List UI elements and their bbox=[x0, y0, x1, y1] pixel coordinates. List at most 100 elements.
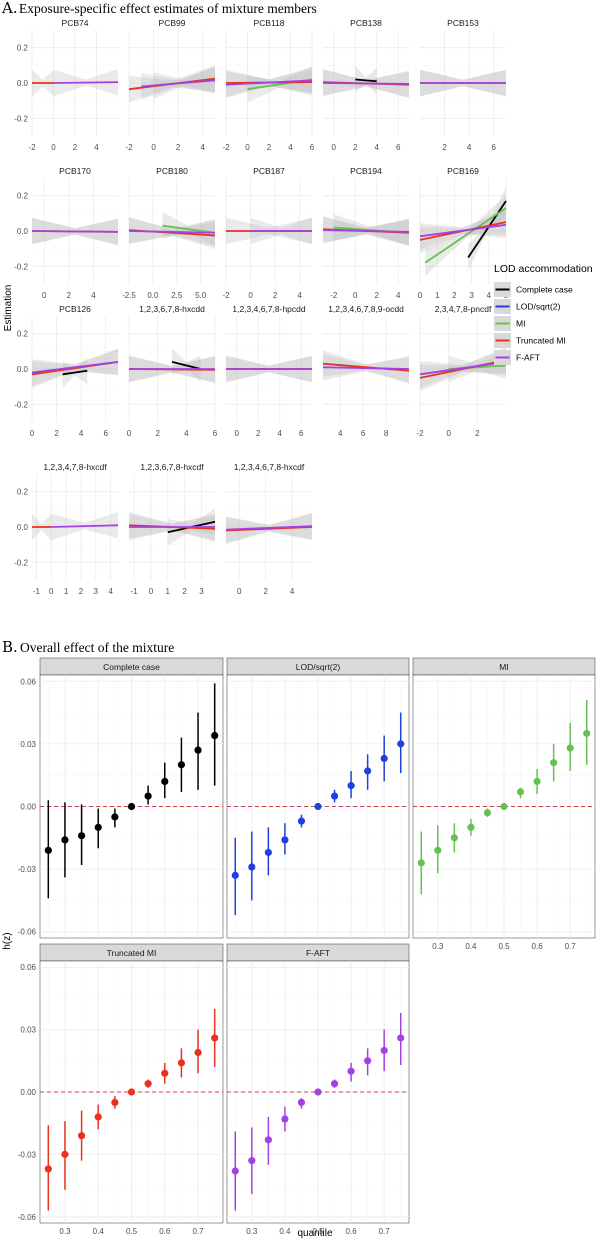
x-tick-label: 6 bbox=[213, 429, 218, 438]
x-tick-label: 1 bbox=[435, 291, 440, 300]
data-point bbox=[550, 759, 558, 767]
data-point bbox=[297, 817, 306, 825]
pointrange bbox=[231, 837, 239, 916]
panel-title: PCB74 bbox=[62, 18, 89, 28]
panel-1-2-3-6-7-8-hxcdd: 1,2,3,6,7,8-hxcdd 0 2 4 6 bbox=[127, 304, 218, 438]
section-b-heading: B. Overall effect of the mixture bbox=[2, 638, 174, 656]
x-tick-label: 0.4 bbox=[93, 1227, 105, 1236]
pointrange bbox=[61, 1121, 69, 1190]
data-point bbox=[264, 848, 272, 857]
x-tick-label: 0.6 bbox=[346, 1227, 358, 1236]
pointrange bbox=[77, 804, 86, 865]
pointrange bbox=[483, 808, 492, 817]
data-point bbox=[364, 767, 372, 775]
y-tick-label: 0.0 bbox=[17, 365, 29, 374]
x-tick-label: 0 bbox=[30, 429, 35, 438]
x-tick-label: 0.5 bbox=[498, 942, 510, 951]
x-tick-label: 2 bbox=[353, 143, 358, 152]
data-point bbox=[111, 1098, 119, 1106]
series-line-f-aft bbox=[225, 79, 313, 86]
data-point bbox=[194, 746, 202, 754]
legend-label: F-AFT bbox=[516, 353, 540, 363]
panel-title: PCB126 bbox=[59, 304, 91, 314]
series-line-f-aft bbox=[53, 81, 119, 84]
legend-label: Complete case bbox=[516, 285, 573, 295]
x-tick-label: 4 bbox=[278, 429, 283, 438]
series-line-f-aft bbox=[419, 223, 507, 238]
x-tick-label: 6 bbox=[491, 143, 496, 152]
pointrange bbox=[417, 831, 425, 895]
series-line-complete-case bbox=[62, 369, 88, 376]
x-tick-label: 6 bbox=[103, 429, 108, 438]
x-tick-label: 0.0 bbox=[147, 291, 159, 300]
overall-effect-chart: h(z) quantile Complete case 0.06 0.03 0.00 -0.… bbox=[2, 657, 596, 1239]
legend-label: Truncated MI bbox=[516, 336, 566, 346]
panel-title: 1,2,3,4,6,7,8-hpcdd bbox=[232, 304, 306, 314]
x-tick-label: 0 bbox=[127, 429, 132, 438]
panel-pcb153: PCB153 2 4 6 bbox=[420, 18, 506, 152]
x-tick-label: 0.3 bbox=[432, 942, 444, 951]
pointrange bbox=[144, 1079, 152, 1088]
pointrange bbox=[583, 700, 591, 765]
panel-pcb74: PCB74 0.2 0.0 -0.2 -2 0 2 4 bbox=[14, 18, 119, 152]
x-tick-label: 1 bbox=[64, 587, 69, 596]
pointrange bbox=[314, 802, 322, 811]
x-tick-label: 2 bbox=[256, 429, 261, 438]
panel-pcb118: PCB118 -2 0 2 4 6 bbox=[222, 18, 314, 152]
pointrange bbox=[177, 1048, 186, 1078]
x-tick-label: 0 bbox=[245, 143, 250, 152]
series-line-f-aft bbox=[128, 230, 216, 234]
x-tick-label: -2 bbox=[330, 291, 338, 300]
x-tick-label: 0 bbox=[49, 587, 54, 596]
x-tick-label: 0.3 bbox=[59, 1227, 71, 1236]
x-axis-title: quantile bbox=[297, 1228, 332, 1239]
y-tick-label: -0.2 bbox=[14, 400, 28, 409]
x-tick-label: 4 bbox=[290, 587, 295, 596]
pointrange bbox=[111, 1096, 119, 1109]
panel-1-2-3-6-7-8-hxcdf: 1,2,3,6,7,8-hxcdf -1 0 1 2 3 bbox=[128, 462, 216, 596]
y-tick-label: -0.2 bbox=[14, 262, 28, 271]
pointrange bbox=[566, 723, 574, 772]
panel-title: 1,2,3,4,7,8-hxcdf bbox=[43, 462, 107, 472]
data-point bbox=[211, 731, 219, 740]
x-tick-label: 2 bbox=[54, 429, 59, 438]
legend: LOD accommodation Complete case LOD/sqrt(2… bbox=[494, 263, 593, 365]
legend-label: LOD/sqrt(2) bbox=[516, 302, 561, 312]
data-point bbox=[144, 792, 152, 800]
pointrange bbox=[500, 802, 508, 811]
data-point bbox=[61, 1150, 69, 1158]
pointrange bbox=[550, 743, 558, 782]
legend-item-truncated-mi: Truncated MI bbox=[494, 333, 566, 348]
x-tick-label: 4 bbox=[108, 587, 113, 596]
panel-title: 2,3,4,7,8-pncdf bbox=[435, 304, 492, 314]
data-point bbox=[77, 832, 86, 840]
y-axis-title: Estimation bbox=[3, 285, 14, 332]
panel-2-3-4-7-8-pncdf: 2,3,4,7,8-pncdf -2 0 2 bbox=[416, 304, 507, 438]
x-tick-label: 2 bbox=[176, 143, 181, 152]
x-tick-label: 1 bbox=[166, 587, 171, 596]
x-tick-label: 2 bbox=[273, 291, 278, 300]
data-point bbox=[111, 813, 119, 821]
data-point bbox=[281, 836, 289, 844]
panel-pcb126: PCB126 0.2 0.0 -0.2 0 2 4 6 bbox=[14, 304, 119, 438]
panel-1-2-3-4-6-7-8-hpcdd: 1,2,3,4,6,7,8-hpcdd 0 2 4 6 bbox=[226, 304, 312, 438]
data-point bbox=[248, 1157, 256, 1165]
x-tick-label: 2 bbox=[67, 291, 72, 300]
pointrange bbox=[194, 1029, 202, 1074]
pointrange bbox=[127, 802, 136, 811]
pointrange bbox=[177, 737, 186, 792]
pointrange bbox=[211, 1008, 219, 1068]
panel-pcb187: PCB187 -2 0 2 4 bbox=[222, 166, 312, 300]
pointrange bbox=[364, 1048, 372, 1076]
y-tick-label: -0.06 bbox=[18, 1213, 37, 1222]
pointrange bbox=[61, 802, 69, 878]
pointrange bbox=[281, 1106, 289, 1132]
y-tick-label: 0.03 bbox=[20, 740, 36, 749]
x-tick-label: 2 bbox=[73, 143, 78, 152]
data-point bbox=[161, 1069, 169, 1077]
section-a-letter: A. bbox=[1, 0, 18, 17]
series-line-f-aft bbox=[419, 361, 507, 376]
x-tick-label: 0 bbox=[149, 587, 154, 596]
x-tick-label: -1 bbox=[33, 587, 41, 596]
data-point bbox=[44, 846, 52, 854]
